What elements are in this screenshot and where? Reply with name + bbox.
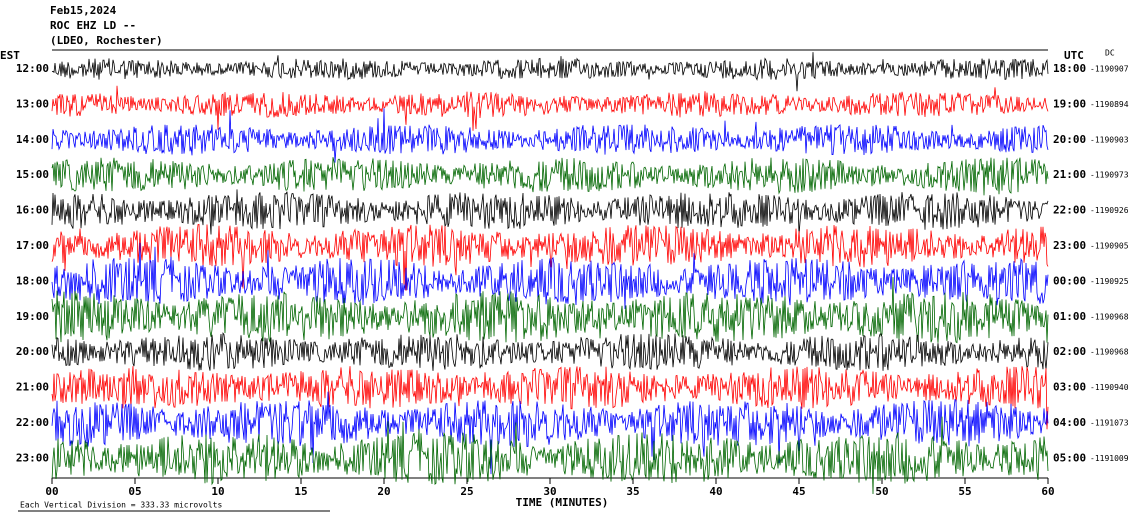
est-label: 22:00 — [16, 416, 49, 429]
x-tick-label: 60 — [1041, 485, 1054, 498]
trace — [51, 157, 1049, 196]
trace — [51, 85, 1049, 131]
traces — [51, 52, 1049, 495]
left-axis-title: EST — [0, 49, 20, 62]
est-label: 18:00 — [16, 274, 49, 287]
est-label: 17:00 — [16, 239, 49, 252]
est-label: 23:00 — [16, 451, 49, 464]
dc-offset: -1190968 — [1090, 312, 1129, 321]
utc-label: 22:00 — [1053, 204, 1086, 217]
dc-offset: -1191073 — [1090, 419, 1129, 428]
x-tick-label: 05 — [128, 485, 141, 498]
trace — [51, 391, 1049, 475]
trace — [51, 189, 1049, 236]
x-tick-label: 35 — [626, 485, 639, 498]
dc-offset: -1190903 — [1090, 135, 1129, 144]
utc-label: 23:00 — [1053, 239, 1086, 252]
utc-label: 21:00 — [1053, 168, 1086, 181]
location: (LDEO, Rochester) — [50, 34, 163, 47]
x-tick-label: 25 — [460, 485, 473, 498]
right-axis-title: UTC — [1064, 49, 1084, 62]
est-label: 12:00 — [16, 62, 49, 75]
trace — [51, 242, 1049, 310]
trace — [51, 277, 1049, 344]
station: ROC EHZ LD -- — [50, 19, 136, 32]
dc-offset: -1190968 — [1090, 348, 1129, 357]
est-label: 19:00 — [16, 310, 49, 323]
x-tick-label: 55 — [958, 485, 971, 498]
utc-label: 18:00 — [1053, 62, 1086, 75]
utc-label: 03:00 — [1053, 381, 1086, 394]
utc-label: 01:00 — [1053, 310, 1086, 323]
est-label: 16:00 — [16, 204, 49, 217]
dc-offset: -1190940 — [1090, 383, 1129, 392]
x-tick-label: 45 — [792, 485, 805, 498]
x-tick-label: 20 — [377, 485, 390, 498]
utc-label: 05:00 — [1053, 451, 1086, 464]
x-tick-label: 50 — [875, 485, 888, 498]
trace — [51, 108, 1049, 163]
dc-offset: -1191009 — [1090, 454, 1129, 463]
x-tick-label: 40 — [709, 485, 722, 498]
x-tick-label: 00 — [45, 485, 58, 498]
est-label: 15:00 — [16, 168, 49, 181]
x-tick-label: 15 — [294, 485, 307, 498]
utc-label: 20:00 — [1053, 133, 1086, 146]
footer: Each Vertical Division = 333.33 microvol… — [20, 501, 222, 510]
x-tick-label: 30 — [543, 485, 556, 498]
trace — [51, 332, 1049, 371]
dc-offset: -1190894 — [1090, 100, 1129, 109]
utc-label: 04:00 — [1053, 416, 1086, 429]
est-label: 13:00 — [16, 97, 49, 110]
dc-offset: -1190905 — [1090, 242, 1129, 251]
est-label: 20:00 — [16, 345, 49, 358]
est-label: 21:00 — [16, 381, 49, 394]
dc-offset: -1190925 — [1090, 277, 1129, 286]
trace — [51, 223, 1049, 291]
dc-offset: -1190907 — [1090, 65, 1129, 74]
dc-offset: -1190973 — [1090, 171, 1129, 180]
trace — [51, 52, 1049, 92]
x-axis-title: TIME (MINUTES) — [516, 496, 609, 509]
dc-offset: -1190926 — [1090, 206, 1129, 215]
utc-label: 02:00 — [1053, 345, 1086, 358]
dc-title: DC — [1105, 49, 1115, 58]
utc-label: 19:00 — [1053, 97, 1086, 110]
trace — [51, 366, 1049, 430]
trace — [51, 416, 1049, 495]
date: Feb15,2024 — [50, 4, 117, 17]
utc-label: 00:00 — [1053, 274, 1086, 287]
est-label: 14:00 — [16, 133, 49, 146]
x-tick-label: 10 — [211, 485, 224, 498]
